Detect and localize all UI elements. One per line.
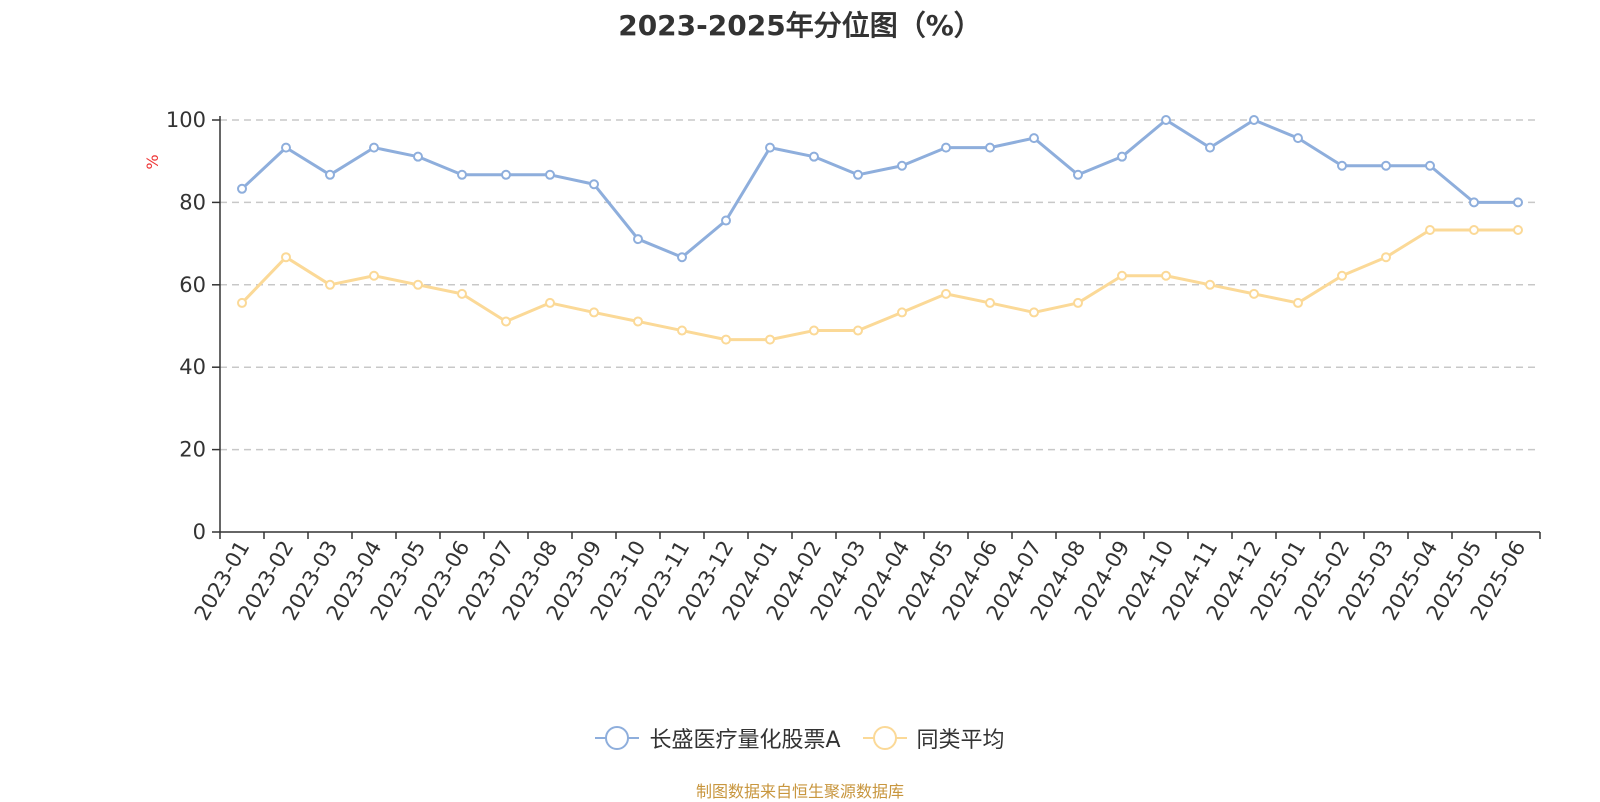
data-point[interactable] [589, 179, 599, 190]
data-point[interactable] [281, 252, 291, 263]
legend-item-fund[interactable]: 长盛医疗量化股票A [595, 722, 841, 754]
data-point[interactable] [237, 297, 247, 308]
y-tick-label: 60 [179, 273, 206, 297]
data-point[interactable] [545, 297, 555, 308]
data-point[interactable] [897, 160, 907, 171]
data-point[interactable] [501, 169, 511, 180]
data-point[interactable] [325, 169, 335, 180]
data-point[interactable] [1117, 151, 1127, 162]
data-point[interactable] [1337, 270, 1347, 281]
data-point[interactable] [677, 252, 687, 263]
legend-marker-fund [595, 726, 640, 750]
y-tick-label: 80 [179, 190, 206, 214]
data-point[interactable] [1205, 142, 1215, 153]
legend-label-fund: 长盛医疗量化股票A [649, 728, 841, 753]
data-point[interactable] [985, 142, 995, 153]
data-point[interactable] [281, 142, 291, 153]
data-point[interactable] [1073, 297, 1083, 308]
data-point[interactable] [369, 142, 379, 153]
series-line-0 [240, 118, 1518, 259]
data-point[interactable] [633, 234, 643, 245]
data-point[interactable] [1205, 279, 1215, 290]
data-point[interactable] [809, 325, 819, 336]
data-point[interactable] [721, 215, 731, 226]
legend-item-peer-average[interactable]: 同类平均 [862, 722, 1005, 754]
data-point[interactable] [633, 316, 643, 327]
data-point[interactable] [1469, 197, 1479, 208]
data-point[interactable] [1425, 160, 1435, 171]
data-point[interactable] [237, 183, 247, 194]
gridlines [220, 119, 1540, 451]
data-point[interactable] [501, 316, 511, 327]
data-point[interactable] [457, 288, 467, 299]
chart-title: 2023-2025年分位图（%） [618, 9, 982, 42]
axes: 0204060801002023-012023-022023-032023-04… [166, 108, 1541, 624]
data-point[interactable] [1513, 225, 1523, 236]
y-tick-label: 100 [166, 108, 206, 132]
data-point[interactable] [1249, 288, 1259, 299]
data-point[interactable] [1073, 169, 1083, 180]
data-point[interactable] [1161, 270, 1171, 281]
data-point[interactable] [1029, 307, 1039, 318]
data-point[interactable] [897, 307, 907, 318]
data-point[interactable] [1381, 252, 1391, 263]
y-tick-label: 40 [179, 355, 206, 379]
data-point[interactable] [545, 169, 555, 180]
data-point[interactable] [1117, 270, 1127, 281]
data-point[interactable] [677, 325, 687, 336]
data-point[interactable] [1161, 115, 1171, 125]
y-tick-label: 20 [179, 438, 206, 462]
data-point[interactable] [765, 334, 775, 345]
data-point[interactable] [853, 325, 863, 336]
y-axis-label: % [143, 154, 162, 169]
data-point[interactable] [1513, 197, 1523, 208]
data-point[interactable] [985, 297, 995, 308]
source-footnote: 制图数据来自恒生聚源数据库 [695, 782, 904, 801]
data-point[interactable] [1029, 133, 1039, 144]
data-point[interactable] [457, 169, 467, 180]
data-point[interactable] [1337, 160, 1347, 171]
data-point[interactable] [809, 151, 819, 162]
series [237, 115, 1523, 345]
legend: 长盛医疗量化股票A 同类平均 [0, 722, 1600, 754]
series-line-1 [240, 228, 1518, 342]
data-point[interactable] [853, 169, 863, 180]
data-point[interactable] [325, 279, 335, 290]
legend-label-peer-average: 同类平均 [916, 728, 1005, 753]
data-point[interactable] [589, 307, 599, 318]
y-tick-label: 0 [193, 520, 206, 544]
data-point[interactable] [413, 279, 423, 290]
data-point[interactable] [941, 288, 951, 299]
data-point[interactable] [1381, 160, 1391, 171]
data-point[interactable] [721, 334, 731, 345]
data-point[interactable] [1293, 297, 1303, 308]
data-point[interactable] [765, 142, 775, 153]
data-point[interactable] [941, 142, 951, 153]
data-point[interactable] [369, 270, 379, 281]
data-point[interactable] [1293, 133, 1303, 144]
data-point[interactable] [413, 151, 423, 162]
data-point[interactable] [1249, 115, 1259, 125]
data-point[interactable] [1425, 225, 1435, 236]
data-point[interactable] [1469, 225, 1479, 236]
legend-marker-peer-average [862, 726, 907, 750]
